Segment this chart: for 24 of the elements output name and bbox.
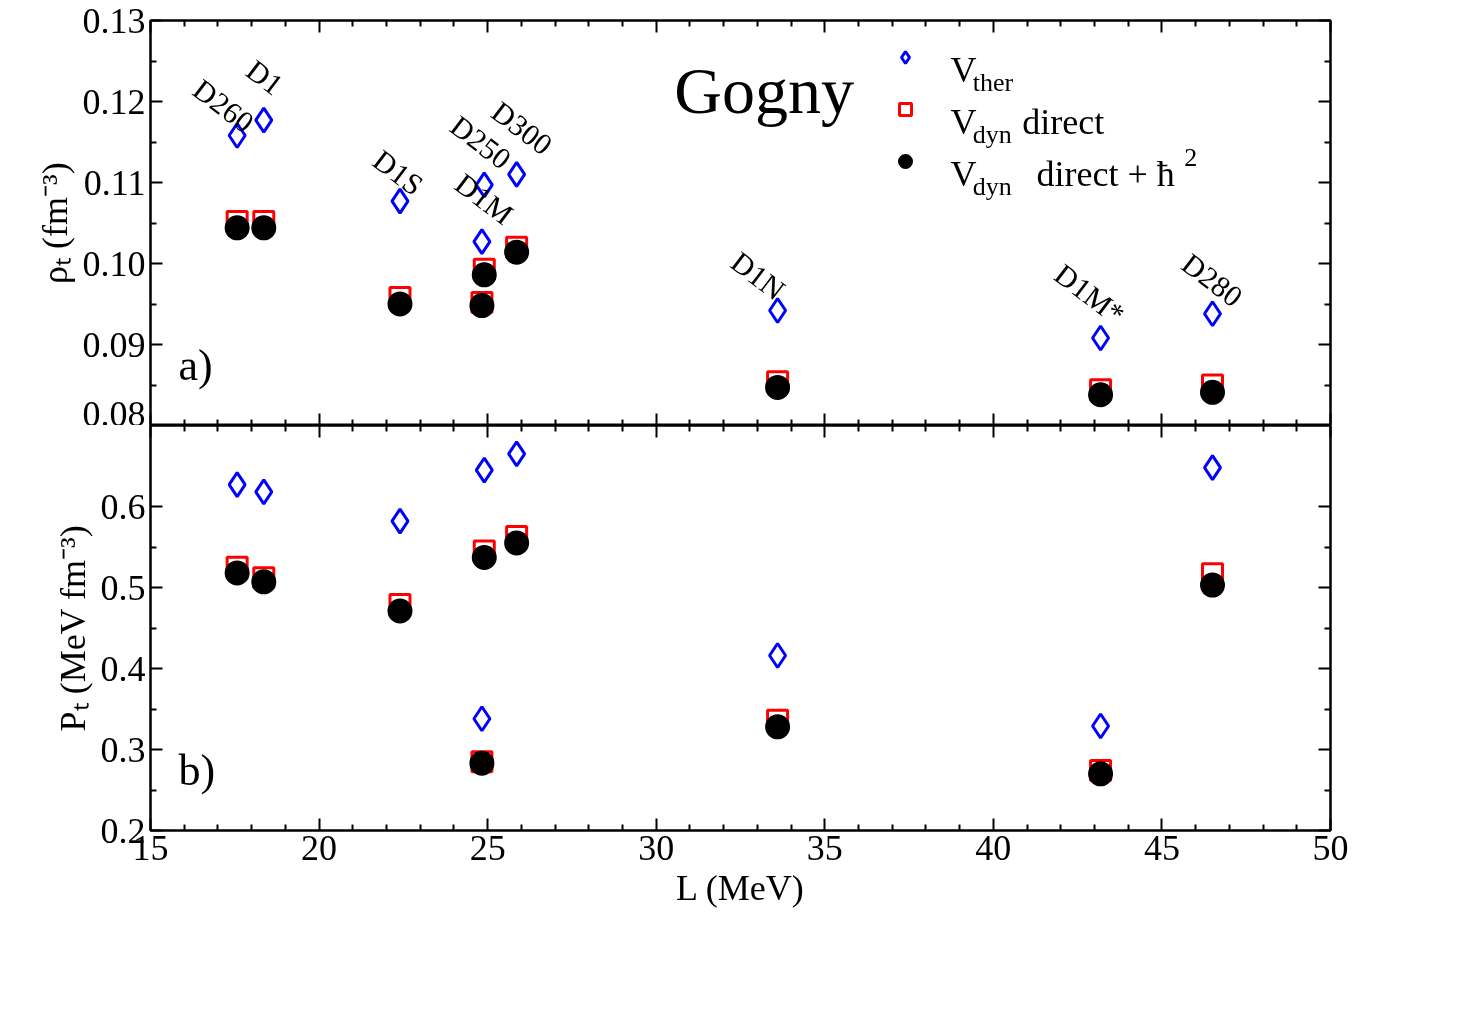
y-tick-label: 0.6 [100,486,146,527]
y-tick-label: 0.13 [82,0,146,41]
annotation: D1N [725,244,792,307]
x-tick-label: 25 [469,827,506,868]
x-tick-label: 50 [1312,827,1349,868]
annotation: a) [178,341,213,390]
annotation: b) [178,746,216,795]
x-tick-label: 30 [638,827,675,868]
y-tick-label: 0.4 [100,648,146,689]
annotation: D1S [367,143,430,202]
y-tick-label: 0.10 [82,243,146,284]
x-tick-label: 35 [806,827,843,868]
x-tick-label: 20 [301,827,338,868]
y-tick-label: 0.5 [100,567,146,608]
x-axis-title: L (MeV) [676,867,804,908]
x-tick-label: 40 [975,827,1012,868]
y-tick-label: 0.09 [82,324,146,365]
y-tick-label: 0.3 [100,729,146,770]
x-tick-label: 45 [1143,827,1180,868]
y-axis-title: Pₜ (MeV fm⁻³) [52,525,93,732]
y-axis-title: ρₜ (fm⁻³) [34,162,75,284]
y-tick-label: 0.12 [82,81,146,122]
text: Gogny [674,54,854,127]
y-tick-label: 0.11 [83,162,146,203]
